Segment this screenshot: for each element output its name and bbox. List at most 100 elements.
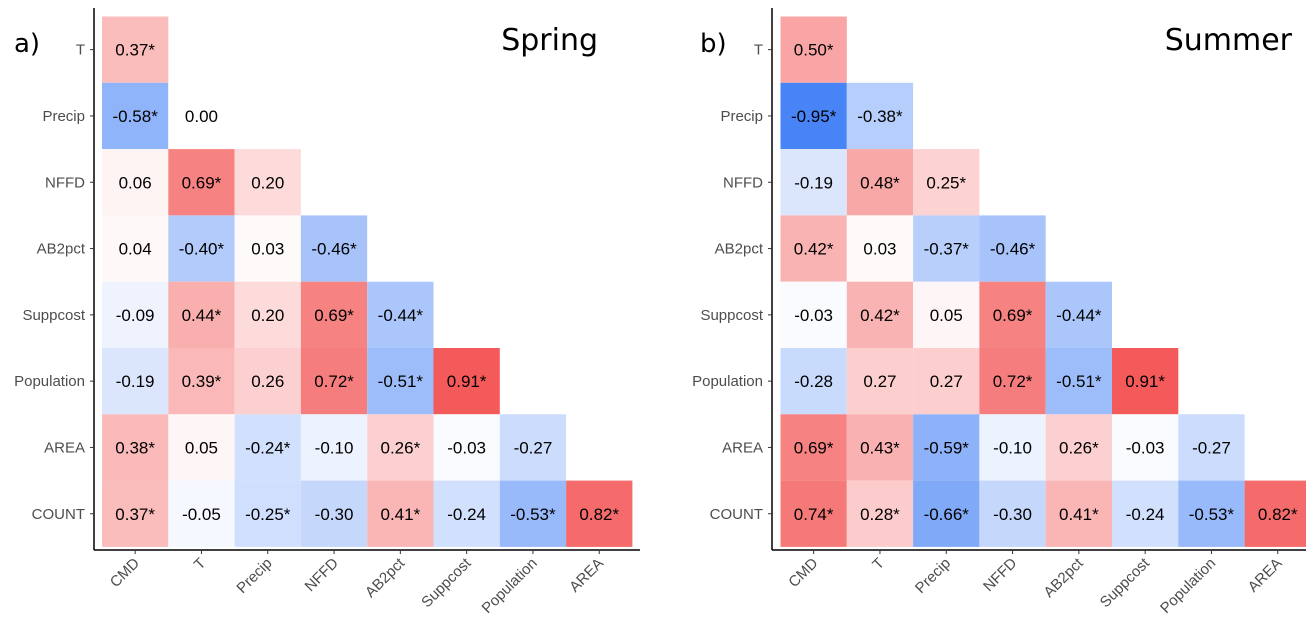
cell-ab2pct-cmd [102, 215, 169, 282]
cell-count-nffd-label: -0.30 [993, 505, 1032, 524]
cell-ab2pct-nffd [300, 215, 368, 282]
cell-count-suppcost-label: -0.24 [447, 505, 486, 524]
cell-area-suppcost [1112, 414, 1179, 481]
cell-count-cmd [102, 480, 169, 547]
cell-ab2pct-t-label: -0.40* [179, 240, 225, 259]
cell-population-precip-label: 0.26 [251, 372, 284, 391]
x-tick-label-precip: Precip [912, 555, 954, 597]
x-tick-label-population: Population [1157, 555, 1219, 617]
cell-nffd-cmd [780, 149, 847, 216]
cell-area-population [499, 414, 567, 481]
heatmap-cells [780, 16, 1306, 547]
cell-area-precip-label: -0.24* [245, 438, 291, 457]
cell-count-cmd-label: 0.37* [115, 505, 155, 524]
cell-ab2pct-precip-label: -0.37* [924, 240, 970, 259]
cell-area-t-label: 0.43* [860, 438, 900, 457]
cell-population-suppcost-label: 0.91* [1125, 372, 1165, 391]
cell-suppcost-ab2pct [367, 281, 434, 348]
cell-ab2pct-t [168, 215, 235, 282]
cell-count-nffd [300, 480, 368, 547]
y-tick-label-t: T [76, 42, 85, 59]
cell-ab2pct-nffd-label: -0.46* [311, 240, 357, 259]
y-tick-label-nffd: NFFD [723, 174, 763, 191]
cell-area-population-label: -0.27 [1192, 438, 1231, 457]
cell-population-ab2pct-label: -0.51* [378, 372, 424, 391]
cell-count-population [1178, 480, 1245, 547]
cell-t-cmd-label: 0.37* [115, 41, 155, 60]
cell-precip-cmd-label: -0.58* [112, 107, 158, 126]
cell-suppcost-nffd [300, 281, 368, 348]
cell-precip-t [846, 82, 914, 150]
y-tick-labels: T Precip NFFD AB2pct Suppcost Population AREA C… [692, 42, 772, 523]
cell-count-ab2pct [1045, 480, 1112, 547]
cell-count-precip-label: -0.25* [245, 505, 291, 524]
cell-count-suppcost [433, 480, 500, 547]
cell-count-t [168, 480, 235, 547]
cell-suppcost-precip-label: 0.05 [930, 306, 963, 325]
y-tick-label-precip: Precip [720, 108, 763, 125]
cell-precip-cmd-label: -0.95* [791, 107, 837, 126]
cell-population-cmd-label: -0.19 [116, 372, 155, 391]
cell-suppcost-precip-label: 0.20 [251, 306, 284, 325]
cell-area-suppcost-label: -0.03 [447, 438, 486, 457]
cell-suppcost-t [168, 281, 235, 348]
cell-population-t-label: 0.27 [863, 372, 896, 391]
cell-nffd-precip [913, 149, 980, 216]
cell-count-nffd-label: -0.30 [315, 505, 354, 524]
y-tick-label-count: COUNT [32, 506, 85, 523]
cell-ab2pct-precip [913, 215, 980, 282]
x-tick-label-cmd: CMD [107, 555, 143, 591]
cell-area-suppcost [433, 414, 500, 481]
x-tick-label-t: T [191, 555, 210, 574]
y-tick-label-t: T [754, 42, 763, 59]
cell-area-ab2pct [1045, 414, 1112, 481]
cell-nffd-t-label: 0.48* [860, 173, 900, 192]
cell-area-ab2pct-label: 0.26* [380, 438, 420, 457]
cell-population-nffd-label: 0.72* [314, 372, 354, 391]
cell-count-t-label: 0.28* [860, 505, 900, 524]
cell-ab2pct-nffd-label: -0.46* [990, 240, 1036, 259]
x-tick-label-t: T [869, 555, 888, 574]
x-tick-label-area: AREA [566, 555, 607, 596]
cell-ab2pct-t [846, 215, 914, 282]
cell-area-cmd-label: 0.69* [794, 438, 834, 457]
cell-population-nffd [300, 348, 368, 415]
y-tick-label-count: COUNT [710, 506, 763, 523]
cell-area-nffd [979, 414, 1046, 481]
cell-area-ab2pct-label: 0.26* [1059, 438, 1099, 457]
panel-label: a) [14, 29, 40, 59]
cell-population-precip-label: 0.27 [930, 372, 963, 391]
cell-area-cmd [102, 414, 169, 481]
x-tick-label-ab2pct: AB2pct [1040, 554, 1087, 601]
x-tick-label-nffd: NFFD [302, 555, 342, 595]
y-tick-label-ab2pct: AB2pct [715, 241, 764, 258]
cell-precip-t-label: 0.00 [185, 107, 218, 126]
cell-suppcost-precip [234, 281, 301, 348]
x-tick-label-cmd: CMD [785, 555, 821, 591]
cell-count-precip [234, 480, 301, 547]
x-tick-label-population: Population [479, 555, 541, 617]
cell-suppcost-ab2pct-label: -0.44* [1056, 306, 1102, 325]
cell-suppcost-nffd [979, 281, 1046, 348]
cell-nffd-t-label: 0.69* [182, 173, 222, 192]
cell-area-cmd [780, 414, 847, 481]
cell-count-area-label: 0.82* [1258, 505, 1298, 524]
cell-value-labels: 0.50* -0.95* -0.38* -0.19 0.48* 0.25* 0.42* 0.0… [791, 41, 1298, 524]
cell-count-cmd-label: 0.74* [794, 505, 834, 524]
cell-ab2pct-cmd-label: 0.42* [794, 240, 834, 259]
cell-t-cmd [780, 16, 847, 83]
cell-area-precip-label: -0.59* [924, 438, 970, 457]
cell-suppcost-t-label: 0.44* [182, 306, 222, 325]
x-tick-label-precip: Precip [233, 555, 275, 597]
cell-ab2pct-cmd-label: 0.04 [119, 240, 152, 259]
cell-suppcost-nffd-label: 0.69* [314, 306, 354, 325]
cell-area-suppcost-label: -0.03 [1126, 438, 1165, 457]
cell-population-cmd [780, 348, 847, 415]
cell-ab2pct-precip-label: 0.03 [251, 240, 284, 259]
cell-count-ab2pct-label: 0.41* [380, 505, 420, 524]
cell-count-t [846, 480, 914, 547]
cell-area-ab2pct [367, 414, 434, 481]
cell-nffd-cmd-label: -0.19 [794, 173, 833, 192]
cell-nffd-t [846, 149, 914, 216]
cell-area-cmd-label: 0.38* [115, 438, 155, 457]
